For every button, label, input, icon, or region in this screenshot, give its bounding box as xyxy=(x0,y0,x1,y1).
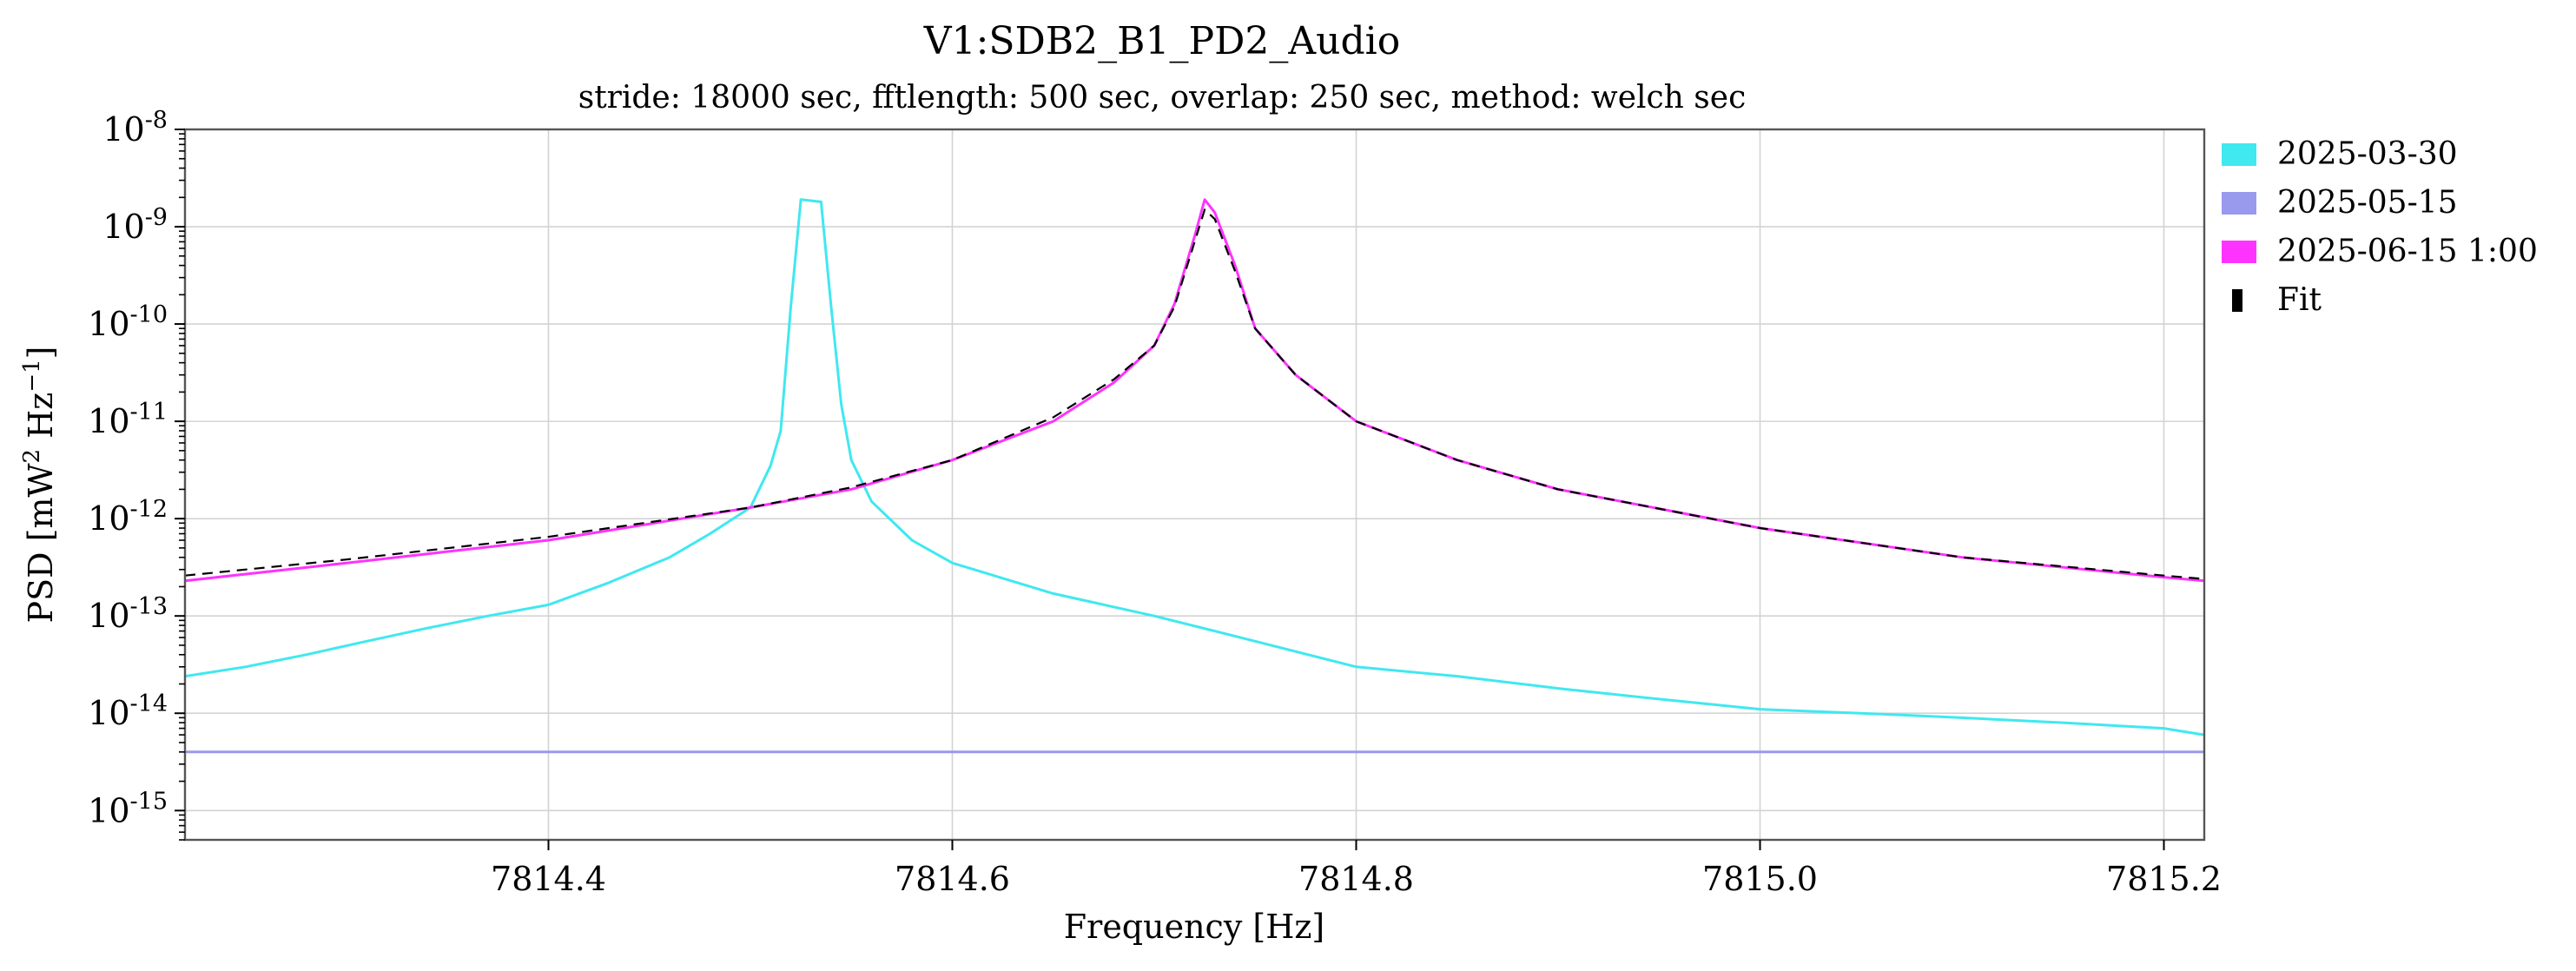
y-tick-label-base: 10 xyxy=(88,791,129,829)
y-tick-label-exponent: -8 xyxy=(145,107,168,134)
y-tick-label: 10-10 xyxy=(88,301,168,344)
y-tick-label-base: 10 xyxy=(88,499,129,538)
axis-ticks xyxy=(175,129,2165,850)
series-line-2025-06-15-1-00 xyxy=(185,198,2204,583)
y-tick-label-base: 10 xyxy=(102,110,144,149)
x-tick-label: 7815.2 xyxy=(2106,860,2222,898)
y-axis-label-suffix: ] xyxy=(22,346,60,359)
x-tick-label: 7815.0 xyxy=(1702,860,1818,898)
legend: 2025-03-30 2025-05-15 2025-06-15 1:00 Fit xyxy=(2222,136,2538,318)
y-tick-label-exponent: -14 xyxy=(130,690,168,717)
series-line-fit xyxy=(185,208,2204,580)
y-tick-label-exponent: -11 xyxy=(130,399,168,426)
y-axis-label-mid: Hz xyxy=(22,393,60,449)
chart-title: V1:SDB2_B1_PD2_Audio xyxy=(923,19,1400,63)
x-axis-label: Frequency [Hz] xyxy=(1064,908,1324,946)
series-layer xyxy=(185,198,2204,754)
y-tick-label: 10-9 xyxy=(102,204,168,247)
legend-label-2025-03-30: 2025-03-30 xyxy=(2277,136,2458,172)
y-tick-label: 10-15 xyxy=(88,788,168,830)
y-axis-label: PSD [mW2 Hz−1] xyxy=(19,346,60,623)
plot-frame xyxy=(183,128,2206,842)
y-tick-label: 10-13 xyxy=(88,593,168,636)
y-tick-label-exponent: -13 xyxy=(130,593,168,620)
y-tick-label-exponent: -10 xyxy=(130,301,168,328)
y-tick-label-base: 10 xyxy=(88,694,129,732)
y-tick-label: 10-12 xyxy=(88,496,168,538)
y-tick-label-base: 10 xyxy=(88,597,129,635)
x-tick-label: 7814.6 xyxy=(895,860,1010,898)
y-tick-label-base: 10 xyxy=(88,402,129,440)
legend-swatch-2025-06-15-1-00 xyxy=(2222,241,2256,263)
y-tick-label-base: 10 xyxy=(88,305,129,343)
legend-swatch-2025-05-15 xyxy=(2222,192,2256,215)
x-tick-label: 7814.8 xyxy=(1298,860,1414,898)
legend-label-fit: Fit xyxy=(2277,282,2322,318)
y-axis-label-sup-1: 2 xyxy=(19,449,45,464)
y-axis-label-prefix: PSD [mW xyxy=(22,463,60,623)
legend-label-2025-06-15-1-00: 2025-06-15 1:00 xyxy=(2277,234,2538,269)
y-tick-label: 10-8 xyxy=(102,107,168,149)
y-axis-label-sup-2: −1 xyxy=(19,359,45,392)
y-tick-label: 10-11 xyxy=(88,399,168,441)
x-tick-label: 7814.4 xyxy=(491,860,606,898)
legend-swatch-2025-03-30 xyxy=(2222,143,2256,166)
legend-label-2025-05-15: 2025-05-15 xyxy=(2277,185,2458,221)
axis-tick-labels: 7814.4 7814.6 7814.8 7815.0 7815.210-810-910… xyxy=(88,107,2222,899)
legend-swatch-fit xyxy=(2232,289,2242,312)
series-line-2025-03-30 xyxy=(185,198,2204,737)
y-tick-label: 10-14 xyxy=(88,690,168,733)
y-tick-label-base: 10 xyxy=(102,208,144,246)
y-tick-label-exponent: -9 xyxy=(145,204,168,231)
y-tick-label-exponent: -12 xyxy=(130,496,168,523)
chart-subtitle: stride: 18000 sec, fftlength: 500 sec, o… xyxy=(578,80,1747,116)
y-tick-label-exponent: -15 xyxy=(130,788,168,815)
